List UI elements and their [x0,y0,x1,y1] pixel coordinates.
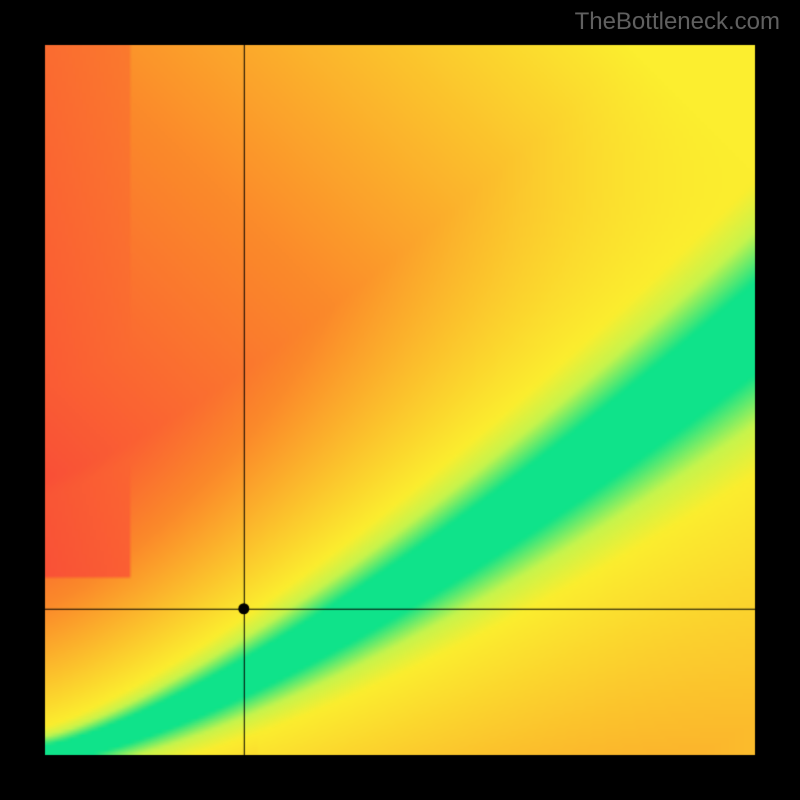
watermark-text: TheBottleneck.com [575,8,780,36]
bottleneck-heatmap-canvas [0,0,800,800]
chart-container: TheBottleneck.com [0,0,800,800]
